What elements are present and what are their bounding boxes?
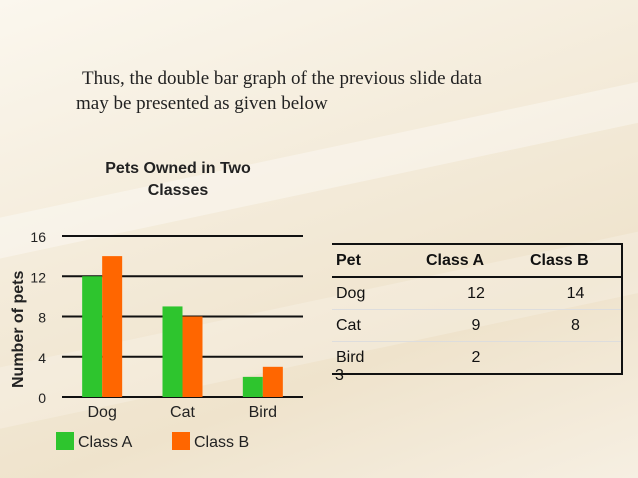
table-header-row: Pet Class A Class B: [332, 244, 623, 278]
table-cell: Bird: [332, 341, 422, 374]
legend-swatch-class-a: [56, 432, 74, 450]
table-cell: [526, 341, 623, 374]
y-tick-label: 16: [30, 229, 46, 245]
table-cell: 12: [422, 276, 526, 310]
intro-line-1: Thus, the double bar graph of the previo…: [82, 68, 482, 89]
x-tick-label: Dog: [87, 404, 116, 421]
table-cell: 8: [526, 309, 623, 342]
y-tick-label: 12: [30, 269, 46, 285]
legend-label-class-a: Class A: [78, 434, 133, 451]
chart-title: Pets Owned in Two Classes: [105, 160, 251, 199]
bar-class-b-dog: [102, 256, 123, 397]
y-tick-label: 8: [38, 310, 46, 326]
table-cell: Cat: [332, 309, 422, 342]
data-table: Pet Class A Class B Dog 12 14 Cat 9 8 Bi…: [332, 243, 623, 375]
bar-class-b-bird: [262, 366, 283, 397]
legend-swatch-class-b: [172, 432, 190, 450]
legend-item-class-a: Class A: [56, 432, 132, 452]
y-tick-label: 4: [38, 350, 46, 366]
table-header-class-b: Class B: [526, 244, 623, 278]
table-header-class-a: Class A: [422, 244, 526, 278]
table-row: Bird 2: [332, 341, 623, 374]
table-row: Cat 9 8: [332, 309, 623, 342]
table-overflow-value: 3: [335, 367, 344, 384]
bar-class-a-dog: [82, 276, 103, 397]
y-tick-label: 0: [38, 390, 46, 406]
table-row: Dog 12 14: [332, 276, 623, 310]
bar-class-a-cat: [162, 306, 183, 397]
table-cell: 14: [526, 276, 623, 310]
bar-class-a-bird: [242, 376, 263, 397]
table-cell: 9: [422, 309, 526, 342]
bar-class-b-cat: [182, 316, 203, 397]
intro-line-2: may be presented as given below: [76, 93, 328, 114]
legend-label-class-b: Class B: [194, 434, 250, 451]
table-header-pet: Pet: [332, 244, 422, 278]
legend-item-class-b: Class B: [172, 432, 249, 452]
intro-text: Thus, the double bar graph of the previo…: [76, 66, 596, 116]
table-cell: Dog: [332, 276, 422, 310]
x-tick-label: Cat: [170, 404, 195, 421]
x-tick-label: Bird: [249, 404, 277, 421]
table-cell: 2: [422, 341, 526, 374]
